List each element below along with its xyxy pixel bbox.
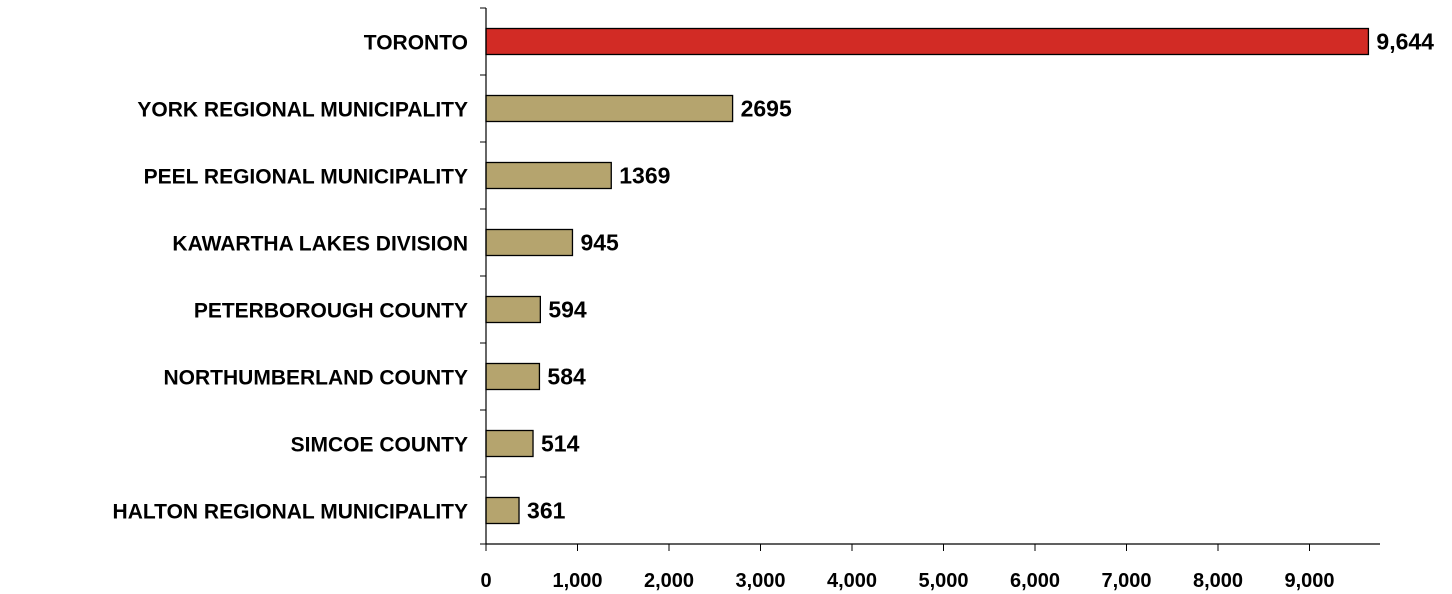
bar-6	[485, 429, 534, 458]
value-label: 9,644	[1376, 29, 1434, 55]
x-tick-label: 0	[480, 570, 491, 592]
category-label: PEEL REGIONAL MUNICIPALITY	[144, 166, 468, 189]
x-tick-label: 5,000	[918, 570, 968, 592]
bars-group	[485, 27, 1370, 525]
x-tick-label: 2,000	[644, 570, 694, 592]
value-label: 945	[580, 230, 619, 256]
x-tick-label: 6,000	[1010, 570, 1060, 592]
category-label: PETERBOROUGH COUNTY	[194, 300, 468, 323]
value-label: 584	[547, 364, 586, 390]
x-axis: 0 1,000 2,000 3,000 4,000 5,000 6,000 7,000 8,00…	[480, 543, 1380, 592]
bar-7	[485, 496, 520, 525]
value-label: 361	[527, 498, 566, 524]
x-tick-label: 9,000	[1284, 570, 1334, 592]
x-tick-label: 3,000	[735, 570, 785, 592]
category-label: SIMCOE COUNTY	[291, 434, 468, 457]
category-label: NORTHUMBERLAND COUNTY	[164, 367, 468, 390]
bar-3	[485, 228, 574, 257]
value-label: 2695	[741, 96, 792, 122]
category-label: TORONTO	[364, 32, 468, 55]
value-label: 594	[548, 297, 587, 323]
value-label: 1369	[619, 163, 670, 189]
bar-1	[485, 94, 734, 123]
x-tick-label: 1,000	[552, 570, 602, 592]
y-axis	[480, 7, 487, 545]
category-label: YORK REGIONAL MUNICIPALITY	[137, 99, 468, 122]
x-tick-label: 4,000	[827, 570, 877, 592]
bar-5	[485, 362, 541, 391]
category-labels-group: TORONTO YORK REGIONAL MUNICIPALITY PEEL RE…	[113, 32, 468, 524]
category-label: KAWARTHA LAKES DIVISION	[172, 233, 468, 256]
value-labels-group: 9,644 2695 1369 945 594 584 514 361	[527, 29, 1434, 524]
x-tick-label: 7,000	[1101, 570, 1151, 592]
bar-0	[485, 27, 1370, 56]
bar-2	[485, 161, 612, 190]
value-label: 514	[541, 431, 580, 457]
x-tick-label: 8,000	[1193, 570, 1243, 592]
bar-4	[485, 295, 542, 324]
category-label: HALTON REGIONAL MUNICIPALITY	[113, 501, 468, 524]
